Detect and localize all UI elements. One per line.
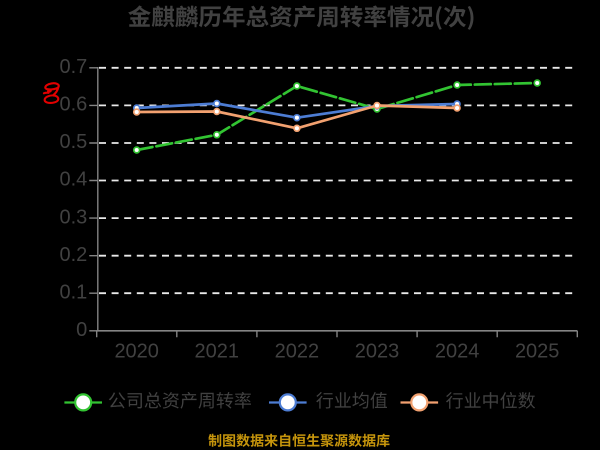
svg-text:0.3: 0.3 [59, 206, 87, 228]
svg-text:0.7: 0.7 [59, 56, 87, 78]
svg-text:2021: 2021 [195, 341, 240, 363]
svg-text:2023: 2023 [355, 341, 400, 363]
svg-text:0.4: 0.4 [59, 169, 87, 191]
svg-text:0: 0 [76, 319, 87, 341]
svg-text:2020: 2020 [114, 341, 159, 363]
svg-text:2022: 2022 [275, 341, 320, 363]
svg-text:0.5: 0.5 [59, 131, 87, 153]
svg-text:2025: 2025 [515, 341, 560, 363]
svg-text:0.1: 0.1 [59, 281, 87, 303]
svg-text:2024: 2024 [435, 341, 480, 363]
svg-text:0.2: 0.2 [59, 244, 87, 266]
svg-text:0.6: 0.6 [59, 94, 87, 116]
